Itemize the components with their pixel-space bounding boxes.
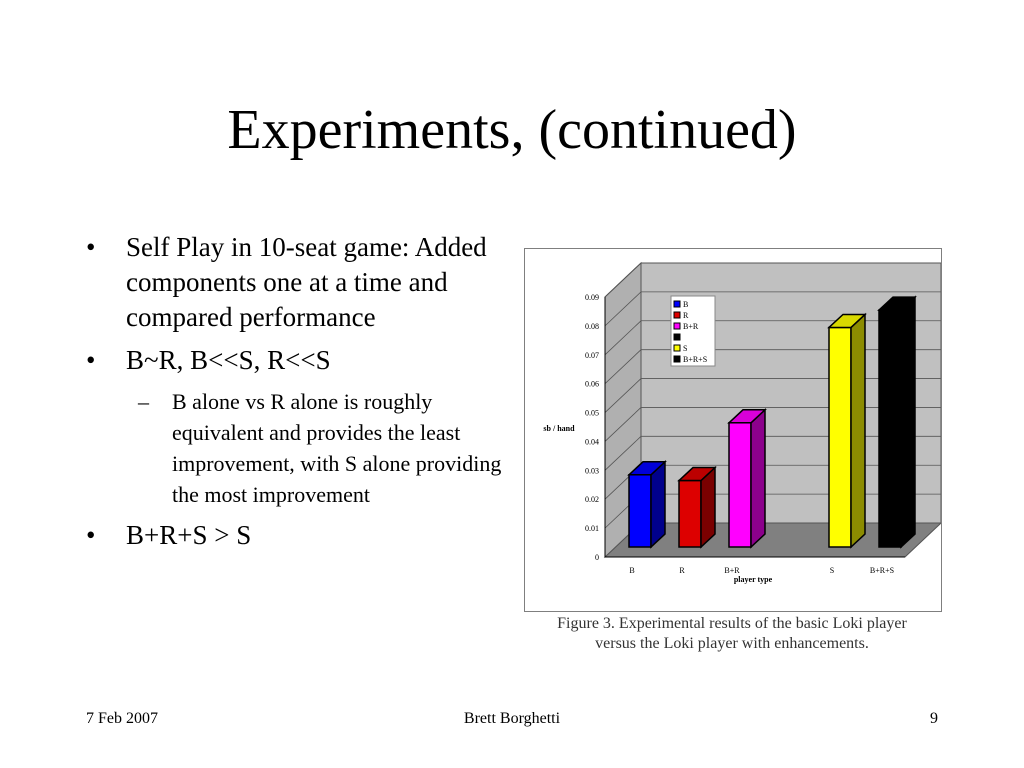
- sub-bullet-item: – B alone vs R alone is roughly equivale…: [86, 386, 506, 510]
- bullet-text: Self Play in 10-seat game: Added compone…: [126, 232, 487, 332]
- legend-label: S: [683, 344, 687, 353]
- footer-date: 7 Feb 2007: [86, 710, 158, 727]
- footer-page-number: 9: [930, 710, 938, 727]
- figure-caption: Figure 3. Experimental results of the ba…: [520, 614, 944, 654]
- gridline: [604, 291, 941, 327]
- caption-line-1: Figure 3. Experimental results of the ba…: [557, 615, 907, 632]
- bullet-glyph: •: [86, 345, 96, 375]
- x-tick-label: R: [679, 566, 685, 575]
- legend-box: [670, 295, 716, 367]
- legend-swatch: [673, 344, 681, 352]
- y-tick-label: 0.01: [585, 524, 599, 533]
- bar-side: [850, 312, 866, 549]
- gridline: [604, 262, 941, 298]
- legend-label: B+R: [683, 322, 699, 331]
- y-tick-label: 0.08: [585, 322, 599, 331]
- y-tick-label: 0.09: [585, 293, 599, 302]
- legend-swatch: [673, 333, 681, 341]
- legend-swatch: [673, 300, 681, 308]
- bar-top: [827, 313, 867, 329]
- y-axis-label: sb / hand: [543, 424, 575, 433]
- bar-side: [750, 408, 766, 549]
- bullet-item: • B~R, B<<S, R<<S: [86, 343, 506, 378]
- slide-title: Experiments, (continued): [227, 99, 797, 161]
- legend-swatch: [673, 355, 681, 363]
- bar-front: [728, 422, 752, 548]
- legend-swatch: [673, 322, 681, 330]
- x-tick-label: S: [830, 566, 834, 575]
- x-tick-label: B+R+S: [870, 566, 894, 575]
- caption-line-2: versus the Loki player with enhancements…: [595, 635, 869, 652]
- bar-side: [650, 460, 666, 549]
- bar-top: [627, 461, 667, 476]
- bullet-list: • Self Play in 10-seat game: Added compo…: [86, 230, 506, 561]
- y-tick-label: 0.04: [585, 437, 599, 446]
- y-tick-label: 0.02: [585, 495, 599, 504]
- bar-top: [877, 296, 917, 311]
- sub-bullet-text: B alone vs R alone is roughly equivalent…: [172, 389, 502, 507]
- x-axis-label: player type: [734, 575, 773, 584]
- bar-top: [727, 409, 767, 424]
- y-tick-label: 0: [595, 553, 599, 562]
- bullet-glyph: •: [86, 232, 96, 262]
- y-tick-label: 0.03: [585, 466, 599, 475]
- bar-top: [677, 466, 717, 482]
- bullet-text: B~R, B<<S, R<<S: [126, 345, 331, 375]
- legend-label: B+R+S: [683, 355, 707, 364]
- figure-frame: 0 0.01 0.02 0.03 0.04 0.05 0.06 0.07 0.08 0.09 B R B…: [524, 248, 943, 612]
- legend-label: R: [683, 311, 689, 320]
- bullet-glyph: •: [86, 520, 96, 550]
- bar-front: [628, 474, 652, 548]
- y-tick-label: 0.07: [585, 351, 599, 360]
- x-tick-label: B+R: [724, 566, 740, 575]
- dash-glyph: –: [138, 389, 149, 414]
- bar-front: [678, 479, 702, 548]
- y-tick-label: 0.05: [585, 409, 599, 418]
- bar-front: [878, 309, 902, 548]
- bar-chart: 00.010.020.030.040.050.060.070.080.09B R B…: [543, 261, 943, 584]
- bar-side: [900, 295, 916, 549]
- y-tick-label: 0.06: [585, 380, 599, 389]
- bullet-text: B+R+S > S: [126, 520, 252, 550]
- x-tick-label: B: [629, 566, 634, 575]
- bar-front: [828, 326, 852, 548]
- legend-label: B: [683, 300, 688, 309]
- bullet-item: • Self Play in 10-seat game: Added compo…: [86, 230, 506, 335]
- footer-author: Brett Borghetti: [463, 710, 561, 727]
- legend-swatch: [673, 311, 681, 319]
- bullet-item: • B+R+S > S: [86, 518, 506, 553]
